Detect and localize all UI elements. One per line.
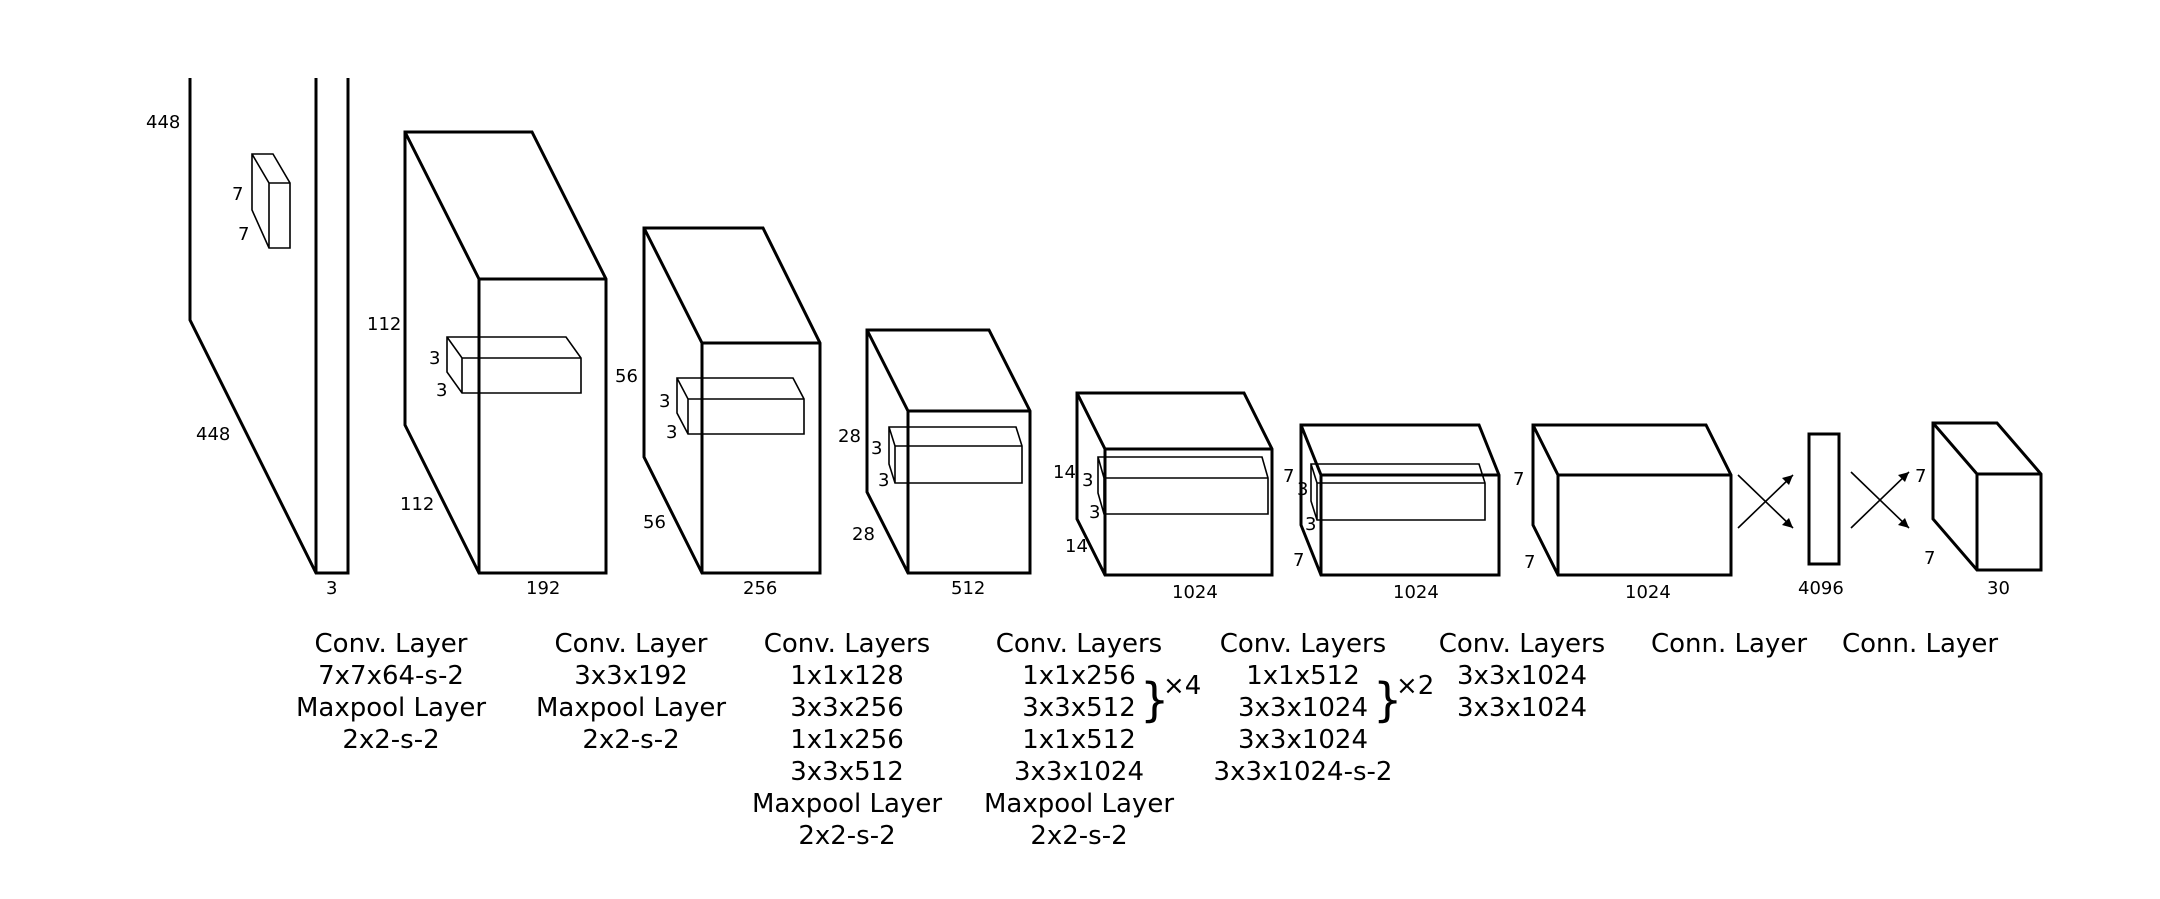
input-channel-label: 3 [326, 578, 337, 599]
caption-block2: Conv. Layer 3x3x192 Maxpool Layer 2x2-s-… [536, 629, 726, 755]
volume-7-final-conv [1531, 423, 1733, 577]
kernel1-label-b: 7 [238, 224, 249, 245]
b4-kernel-label-b: 3 [878, 470, 889, 491]
b6-kernel-label-a: 3 [1297, 479, 1308, 500]
caption-line: Conv. Layer [555, 629, 708, 659]
kernel-3x3-block3 [676, 377, 805, 435]
b4-height-label: 28 [838, 426, 861, 447]
caption-line: 2x2-s-2 [798, 821, 895, 851]
b3-height-label: 56 [615, 366, 638, 387]
caption-line: 3x3x1024 [1238, 725, 1368, 755]
b4-channel-label: 512 [951, 578, 985, 599]
volume-56 [642, 226, 822, 575]
repeat-brace-icon: } [1140, 673, 1169, 727]
caption-line: 7x7x64-s-2 [318, 661, 464, 691]
volume-28 [865, 328, 1032, 575]
b5-kernel-label-b: 3 [1089, 502, 1100, 523]
output-volume [1931, 421, 2043, 572]
b6-kernel-label-b: 3 [1305, 514, 1316, 535]
caption-line: Maxpool Layer [536, 693, 726, 723]
caption-line: 1x1x256 [1022, 661, 1135, 691]
caption-line: Conn. Layer [1842, 629, 1998, 659]
kernel-3x3-block5 [1097, 456, 1269, 515]
b3-kernel-label-a: 3 [659, 391, 670, 412]
volume-14 [1075, 391, 1274, 577]
caption-line: 1x1x128 [790, 661, 903, 691]
b3-width-label: 56 [643, 512, 666, 533]
caption-line: 3x3x1024 [1238, 693, 1368, 723]
caption-line: Maxpool Layer [296, 693, 486, 723]
kernel-3x3-block4 [888, 426, 1023, 484]
caption-line: 3x3x256 [790, 693, 903, 723]
b5-kernel-label-a: 3 [1082, 470, 1093, 491]
caption-block7: Conn. Layer [1651, 629, 1807, 659]
caption-line: 3x3x192 [574, 661, 687, 691]
b5-width-label: 14 [1065, 536, 1088, 557]
caption-block5: Conv. Layers 1x1x512 3x3x1024 3x3x1024 3… [1214, 629, 1435, 787]
volume-112 [403, 130, 608, 575]
repeat-count: ×2 [1396, 671, 1434, 701]
input-height-label: 448 [146, 112, 180, 133]
caption-block8: Conn. Layer [1842, 629, 1998, 659]
b2-kernel-label-a: 3 [429, 348, 440, 369]
caption-line: 3x3x1024-s-2 [1214, 757, 1393, 787]
out-height-label: 7 [1915, 466, 1926, 487]
b6-height-label: 7 [1283, 466, 1294, 487]
b5-height-label: 14 [1053, 462, 1076, 483]
caption-block1: Conv. Layer 7x7x64-s-2 Maxpool Layer 2x2… [296, 629, 486, 755]
caption-line: Maxpool Layer [752, 789, 942, 819]
caption-block6: Conv. Layers 3x3x1024 3x3x1024 [1439, 629, 1605, 723]
b6-width-label: 7 [1293, 550, 1304, 571]
caption-line: Conv. Layer [315, 629, 468, 659]
b3-kernel-label-b: 3 [666, 422, 677, 443]
kernel-3x3-block2 [446, 336, 582, 394]
caption-line: 3x3x1024 [1014, 757, 1144, 787]
caption-line: Conv. Layers [764, 629, 930, 659]
fc-connection-2 [1850, 471, 1910, 529]
b2-kernel-label-b: 3 [436, 380, 447, 401]
caption-line: 3x3x1024 [1457, 693, 1587, 723]
b7-channel-label: 1024 [1625, 582, 1671, 603]
caption-line: 1x1x256 [790, 725, 903, 755]
caption-line: 3x3x512 [1022, 693, 1135, 723]
caption-line: 1x1x512 [1246, 661, 1359, 691]
caption-line: Conv. Layers [1439, 629, 1605, 659]
b6-channel-label: 1024 [1393, 582, 1439, 603]
caption-line: Conn. Layer [1651, 629, 1807, 659]
input-volume [188, 78, 350, 575]
kernel-3x3-block6 [1310, 463, 1486, 521]
caption-line: Conv. Layers [1220, 629, 1386, 659]
volume-7-conv [1299, 423, 1501, 577]
b7-height-label: 7 [1513, 469, 1524, 490]
fc-connection-1 [1737, 474, 1794, 529]
b3-channel-label: 256 [743, 578, 777, 599]
out-width-label: 7 [1924, 548, 1935, 569]
fc-layer-4096 [1807, 432, 1841, 566]
b7-width-label: 7 [1524, 552, 1535, 573]
out-channel-label: 30 [1987, 578, 2010, 599]
caption-block4: Conv. Layers 1x1x256 3x3x512 1x1x512 3x3… [984, 629, 1201, 851]
repeat-brace-icon: } [1373, 673, 1402, 727]
caption-line: 2x2-s-2 [342, 725, 439, 755]
caption-line: 1x1x512 [1022, 725, 1135, 755]
b2-height-label: 112 [367, 314, 401, 335]
caption-line: 3x3x512 [790, 757, 903, 787]
b2-channel-label: 192 [526, 578, 560, 599]
repeat-count: ×4 [1163, 671, 1201, 701]
caption-line: 2x2-s-2 [582, 725, 679, 755]
fc-size-label: 4096 [1798, 578, 1844, 599]
caption-line: 3x3x1024 [1457, 661, 1587, 691]
b4-width-label: 28 [852, 524, 875, 545]
b2-width-label: 112 [400, 494, 434, 515]
input-kernel [251, 153, 291, 249]
caption-line: Maxpool Layer [984, 789, 1174, 819]
b4-kernel-label-a: 3 [871, 438, 882, 459]
b5-channel-label: 1024 [1172, 582, 1218, 603]
input-width-label: 448 [196, 424, 230, 445]
caption-line: Conv. Layers [996, 629, 1162, 659]
kernel1-label-a: 7 [232, 184, 243, 205]
caption-line: 2x2-s-2 [1030, 821, 1127, 851]
caption-block3: Conv. Layers 1x1x128 3x3x256 1x1x256 3x3… [752, 629, 942, 851]
